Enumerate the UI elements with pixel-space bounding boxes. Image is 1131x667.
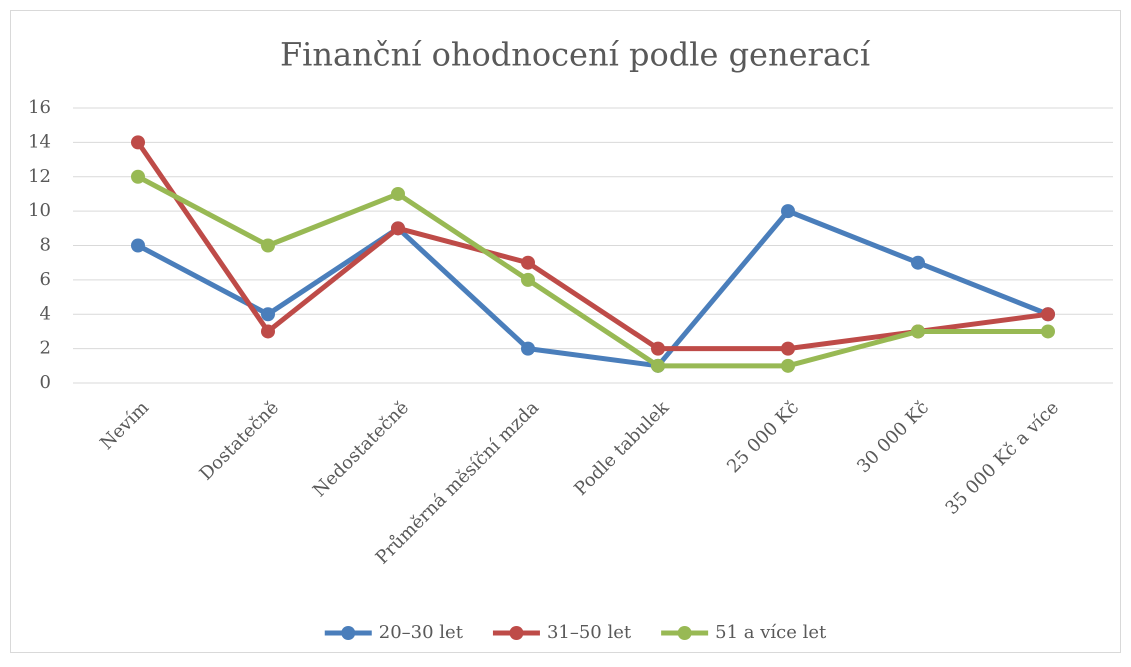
data-point: [1041, 324, 1055, 339]
data-point: [521, 272, 535, 287]
data-point: [781, 341, 795, 356]
y-tick-label: 10: [28, 200, 51, 221]
y-tick-label: 6: [40, 269, 51, 290]
legend-marker: [677, 626, 692, 640]
y-tick-label: 12: [28, 166, 51, 187]
data-point: [261, 238, 275, 253]
y-tick-label: 8: [40, 235, 51, 256]
data-point: [781, 358, 795, 373]
data-point: [651, 358, 665, 373]
data-point: [131, 135, 145, 150]
data-point: [261, 307, 275, 322]
series-line: [136, 174, 1048, 369]
legend-label: 31–50 let: [547, 622, 632, 643]
data-point: [911, 255, 925, 270]
legend-marker: [341, 626, 356, 640]
chart-title: Finanční ohodnocení podle generací: [280, 36, 871, 74]
data-point: [911, 324, 925, 339]
data-point: [1041, 307, 1055, 322]
series-line: [135, 140, 1049, 352]
data-point: [781, 204, 795, 219]
y-tick-label: 16: [28, 97, 51, 118]
data-point: [391, 186, 405, 201]
data-point: [521, 341, 535, 356]
data-point: [391, 221, 405, 236]
y-tick-label: 0: [40, 372, 51, 393]
data-point: [131, 238, 145, 253]
legend-label: 20–30 let: [379, 622, 464, 643]
y-tick-label: 4: [40, 303, 51, 324]
legend-marker: [509, 626, 524, 640]
y-tick-label: 2: [40, 338, 51, 359]
legend: 20–30 let 31–50 let 51 a více let: [324, 622, 827, 643]
data-point: [261, 324, 275, 339]
data-point: [131, 169, 145, 184]
legend-label: 51 a více let: [715, 622, 827, 643]
data-point: [521, 255, 535, 270]
y-tick-label: 14: [28, 131, 51, 152]
data-point: [651, 341, 665, 356]
series-line: [136, 208, 1049, 369]
